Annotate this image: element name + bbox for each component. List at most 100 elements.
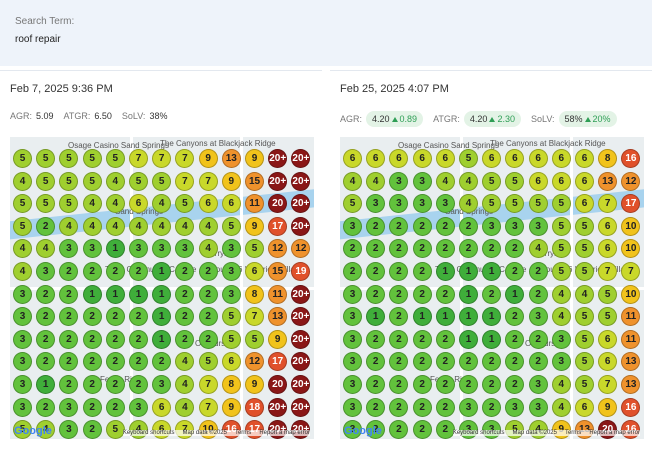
footer-link[interactable]: Map data ©2025 [182, 430, 227, 436]
rank-pin[interactable]: 5 [551, 239, 571, 259]
rank-pin[interactable]: 3 [221, 284, 241, 304]
rank-pin[interactable]: 2 [59, 375, 79, 394]
footer-link[interactable]: Report a map error [589, 430, 640, 436]
rank-pin[interactable]: 4 [551, 375, 571, 394]
rank-pin[interactable]: 4 [528, 239, 548, 259]
rank-pin[interactable]: 3 [152, 239, 172, 259]
rank-pin[interactable]: 12 [291, 239, 311, 259]
rank-pin[interactable]: 3 [59, 397, 79, 417]
rank-pin[interactable]: 2 [412, 239, 432, 259]
rank-pin[interactable]: 5 [575, 375, 594, 394]
rank-pin[interactable]: 2 [389, 375, 409, 394]
rank-pin[interactable]: 2 [459, 216, 478, 236]
rank-pin[interactable]: 2 [389, 420, 409, 439]
rank-pin[interactable]: 1 [435, 307, 455, 327]
rank-pin[interactable]: 2 [82, 375, 102, 394]
rank-pin[interactable]: 2 [129, 352, 148, 372]
rank-pin[interactable]: 13 [221, 149, 241, 168]
rank-pin[interactable]: 3 [528, 307, 548, 327]
rank-pin[interactable]: 9 [198, 149, 218, 168]
rank-pin[interactable]: 4 [198, 239, 218, 259]
rank-pin[interactable]: 2 [435, 239, 455, 259]
rank-pin[interactable]: 2 [129, 307, 148, 327]
rank-pin[interactable]: 17 [268, 216, 288, 236]
rank-pin[interactable]: 18 [245, 397, 264, 417]
rank-pin[interactable]: 4 [129, 216, 148, 236]
rank-pin[interactable]: 2 [459, 352, 478, 372]
rank-pin[interactable]: 2 [482, 375, 502, 394]
rank-pin[interactable]: 2 [59, 307, 79, 327]
rank-pin[interactable]: 13 [621, 375, 641, 394]
rank-pin[interactable]: 8 [221, 375, 241, 394]
rank-pin[interactable]: 6 [528, 149, 548, 168]
rank-pin[interactable]: 7 [245, 307, 264, 327]
rank-pin[interactable]: 4 [152, 194, 172, 214]
rank-pin[interactable]: 6 [598, 216, 618, 236]
rank-pin[interactable]: 3 [528, 375, 548, 394]
rank-pin[interactable]: 9 [245, 216, 264, 236]
rank-pin[interactable]: 2 [482, 239, 502, 259]
rank-pin[interactable]: 2 [105, 307, 125, 327]
rank-pin[interactable]: 2 [528, 352, 548, 372]
rank-pin[interactable]: 3 [528, 397, 548, 417]
rank-pin[interactable]: 2 [82, 420, 102, 439]
rank-pin[interactable]: 2 [389, 397, 409, 417]
rank-pin[interactable]: 3 [343, 375, 362, 394]
rank-pin[interactable]: 2 [412, 352, 432, 372]
rank-pin[interactable]: 3 [551, 352, 571, 372]
rank-pin[interactable]: 7 [175, 149, 195, 168]
rank-pin[interactable]: 2 [389, 262, 409, 281]
rank-pin[interactable]: 5 [551, 216, 571, 236]
rank-pin[interactable]: 2 [366, 420, 386, 439]
rank-pin[interactable]: 5 [13, 420, 32, 439]
rank-pin[interactable]: 2 [36, 284, 56, 304]
rank-pin[interactable]: 5 [575, 307, 594, 327]
rank-pin[interactable]: 2 [82, 307, 102, 327]
rank-pin[interactable]: 2 [175, 262, 195, 281]
rank-pin[interactable]: 7 [598, 262, 618, 281]
rank-pin[interactable]: 2 [389, 216, 409, 236]
rank-pin[interactable]: 5 [551, 194, 571, 214]
rank-pin[interactable]: 2 [366, 284, 386, 304]
rank-pin[interactable]: 12 [621, 171, 641, 191]
rank-pin[interactable]: 7 [175, 171, 195, 191]
rank-pin[interactable]: 2 [82, 397, 102, 417]
rank-pin[interactable]: 20+ [291, 149, 311, 168]
rank-pin[interactable]: 13 [268, 307, 288, 327]
rank-pin[interactable]: 19 [291, 262, 311, 281]
rank-pin[interactable]: 3 [343, 397, 362, 417]
rank-pin[interactable]: 2 [36, 307, 56, 327]
rank-pin[interactable]: 20+ [291, 352, 311, 372]
rank-pin[interactable]: 10 [621, 284, 641, 304]
rank-pin[interactable]: 1 [482, 329, 502, 349]
rank-pin[interactable]: 5 [13, 194, 32, 214]
rank-pin[interactable]: 3 [175, 239, 195, 259]
rank-pin[interactable]: 1 [105, 284, 125, 304]
rank-pin[interactable]: 9 [245, 375, 264, 394]
rank-pin[interactable]: 8 [598, 149, 618, 168]
rank-pin[interactable]: 1 [152, 284, 172, 304]
rank-pin[interactable]: 13 [621, 352, 641, 372]
rank-pin[interactable]: 5 [575, 352, 594, 372]
rank-pin[interactable]: 16 [621, 149, 641, 168]
rank-pin[interactable]: 2 [82, 352, 102, 372]
rank-pin[interactable]: 6 [598, 329, 618, 349]
rank-pin[interactable]: 4 [366, 171, 386, 191]
rank-pin[interactable]: 11 [621, 329, 641, 349]
rank-pin[interactable]: 5 [59, 171, 79, 191]
rank-pin[interactable]: 2 [198, 284, 218, 304]
rank-pin[interactable]: 20 [268, 194, 288, 214]
rank-pin[interactable]: 3 [551, 329, 571, 349]
rank-pin[interactable]: 3 [435, 194, 455, 214]
rank-pin[interactable]: 20+ [291, 216, 311, 236]
rank-pin[interactable]: 7 [152, 149, 172, 168]
rank-pin[interactable]: 7 [198, 171, 218, 191]
rank-pin[interactable]: 3 [389, 194, 409, 214]
rank-pin[interactable]: 2 [482, 352, 502, 372]
rank-pin[interactable]: 6 [435, 149, 455, 168]
rank-pin[interactable]: 2 [366, 397, 386, 417]
rank-pin[interactable]: 7 [198, 375, 218, 394]
rank-pin[interactable]: 2 [505, 329, 525, 349]
rank-pin[interactable]: 2 [366, 239, 386, 259]
rank-pin[interactable]: 5 [528, 194, 548, 214]
